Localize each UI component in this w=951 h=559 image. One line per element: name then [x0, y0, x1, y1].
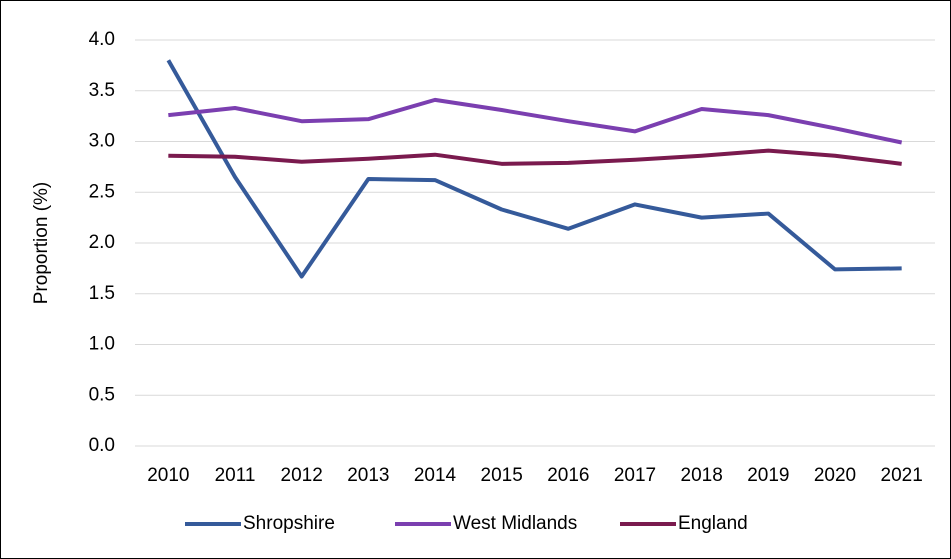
x-tick-label: 2011 [215, 465, 256, 486]
series-line [168, 148, 902, 166]
x-tick-label: 2017 [614, 465, 656, 486]
y-tick-label: 1.5 [89, 283, 115, 304]
y-tick-label: 2.5 [89, 181, 115, 202]
x-tick-label: 2010 [147, 465, 189, 486]
x-tick-label: 2013 [347, 465, 389, 486]
x-tick-label: 2014 [414, 465, 457, 486]
y-axis-label: Proportion (%) [31, 182, 52, 305]
y-tick-label: 3.0 [89, 131, 115, 152]
y-tick-label: 1.0 [89, 334, 115, 355]
y-tick-label: 2.0 [89, 232, 115, 253]
legend-label: Shropshire [243, 513, 335, 534]
x-tick-label: 2016 [547, 465, 589, 486]
series-line [168, 97, 903, 145]
legend-label: West Midlands [453, 513, 577, 534]
x-tick-label: 2018 [681, 465, 723, 486]
x-tick-label: 2021 [881, 465, 923, 486]
y-tick-label: 3.5 [89, 80, 115, 101]
series-line [166, 59, 902, 279]
y-tick-label: 0.5 [89, 384, 115, 405]
x-tick-label: 2015 [481, 465, 523, 486]
x-tick-label: 2020 [814, 465, 856, 486]
y-tick-label: 0.0 [89, 435, 115, 456]
y-tick-label: 4.0 [89, 29, 115, 50]
x-tick-label: 2012 [281, 465, 323, 486]
x-tick-label: 2019 [747, 465, 789, 486]
legend-label: England [678, 513, 748, 534]
